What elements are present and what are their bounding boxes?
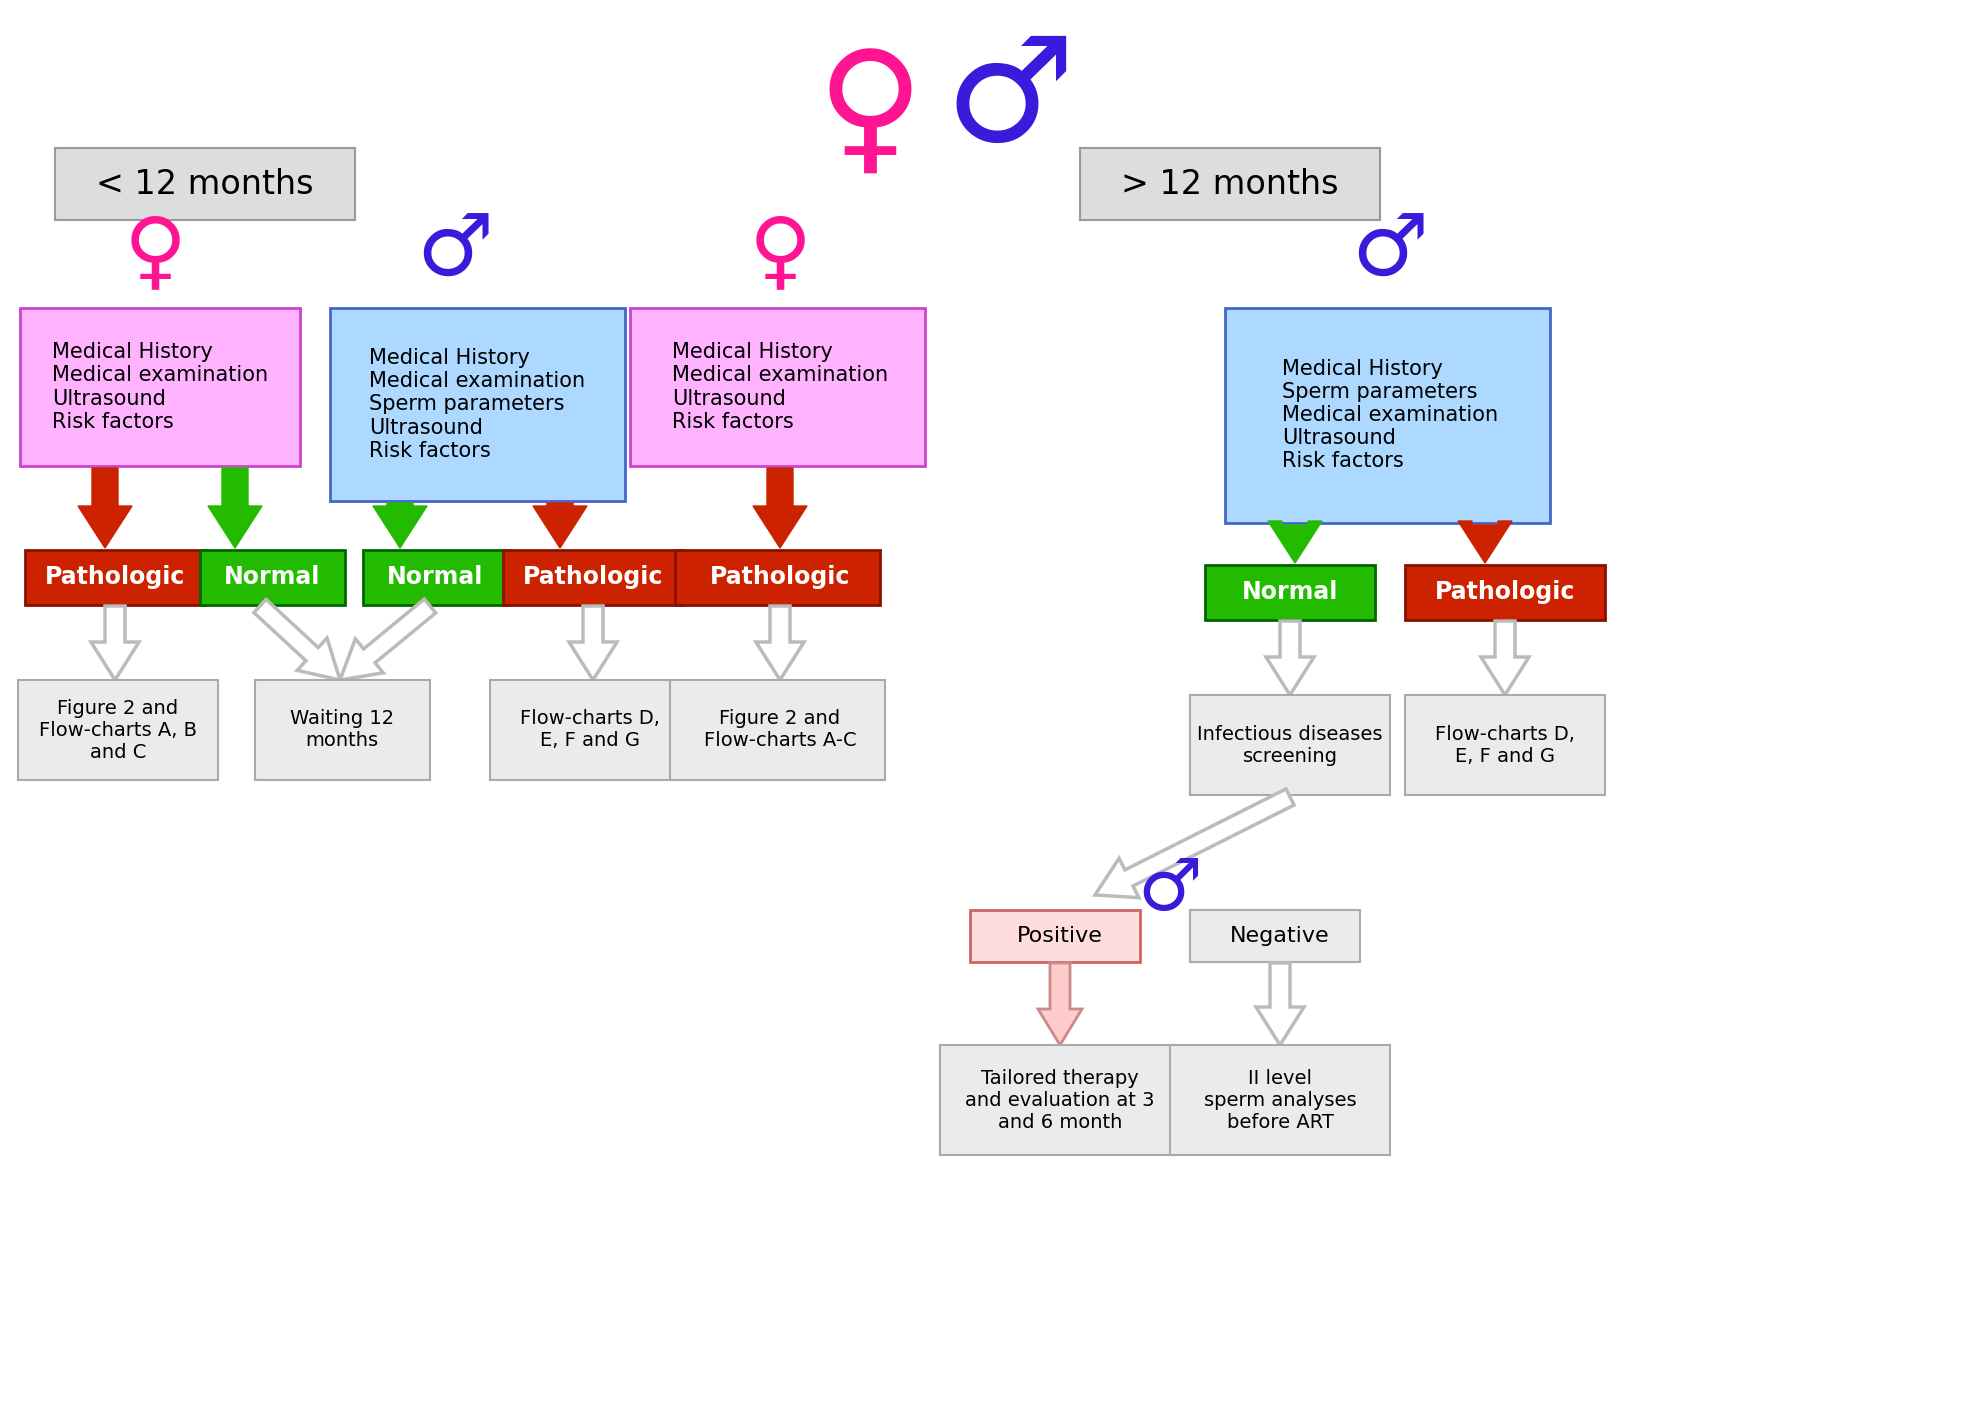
Bar xyxy=(940,1045,1175,1155)
Bar xyxy=(1190,911,1359,962)
Text: ♂: ♂ xyxy=(417,211,494,294)
Text: Normal: Normal xyxy=(1242,580,1337,604)
Text: ♂: ♂ xyxy=(944,30,1075,171)
Text: Waiting 12
months: Waiting 12 months xyxy=(290,710,395,751)
Text: Tailored therapy
and evaluation at 3
and 6 month: Tailored therapy and evaluation at 3 and… xyxy=(966,1069,1155,1131)
Bar xyxy=(1204,566,1375,619)
Text: Infectious diseases
screening: Infectious diseases screening xyxy=(1196,724,1383,765)
Text: II level
sperm analyses
before ART: II level sperm analyses before ART xyxy=(1204,1069,1357,1131)
Polygon shape xyxy=(1038,963,1081,1045)
Polygon shape xyxy=(1095,789,1294,898)
Text: Pathologic: Pathologic xyxy=(524,566,663,590)
Bar xyxy=(329,308,625,501)
Bar xyxy=(1079,148,1381,221)
Polygon shape xyxy=(1480,621,1530,696)
Text: Pathologic: Pathologic xyxy=(46,566,185,590)
Text: Medical History
Medical examination
Ultrasound
Risk factors: Medical History Medical examination Ultr… xyxy=(673,342,889,431)
Polygon shape xyxy=(339,600,436,680)
Polygon shape xyxy=(77,468,133,549)
Text: Pathologic: Pathologic xyxy=(710,566,851,590)
Bar xyxy=(26,550,204,605)
Bar xyxy=(1190,696,1391,795)
Text: < 12 months: < 12 months xyxy=(97,167,313,201)
Bar xyxy=(1224,308,1550,523)
Bar xyxy=(1405,566,1605,619)
Polygon shape xyxy=(569,607,617,680)
Bar xyxy=(671,680,885,781)
Bar xyxy=(256,680,431,781)
Bar xyxy=(675,550,881,605)
Text: ♀: ♀ xyxy=(748,214,811,297)
Bar xyxy=(970,911,1141,962)
Polygon shape xyxy=(208,468,262,549)
Polygon shape xyxy=(756,607,804,680)
Text: ♂: ♂ xyxy=(1351,211,1428,294)
Bar xyxy=(56,148,355,221)
Text: Negative: Negative xyxy=(1230,926,1329,946)
Polygon shape xyxy=(1256,963,1303,1045)
Text: Flow-charts D,
E, F and G: Flow-charts D, E, F and G xyxy=(520,710,661,751)
Text: ♀: ♀ xyxy=(817,44,923,185)
Bar xyxy=(200,550,345,605)
Bar xyxy=(504,550,682,605)
Bar xyxy=(20,308,300,467)
Polygon shape xyxy=(91,607,139,680)
Text: Positive: Positive xyxy=(1018,926,1103,946)
Text: Figure 2 and
Flow-charts A, B
and C: Figure 2 and Flow-charts A, B and C xyxy=(40,699,196,762)
Polygon shape xyxy=(373,503,427,549)
Bar xyxy=(490,680,690,781)
Text: Medical History
Sperm parameters
Medical examination
Ultrasound
Risk factors: Medical History Sperm parameters Medical… xyxy=(1282,359,1498,471)
Bar xyxy=(1171,1045,1391,1155)
Text: Normal: Normal xyxy=(224,566,319,590)
Polygon shape xyxy=(1458,520,1512,563)
Text: > 12 months: > 12 months xyxy=(1121,167,1339,201)
Text: Normal: Normal xyxy=(387,566,484,590)
Polygon shape xyxy=(1266,621,1313,696)
Bar xyxy=(1405,696,1605,795)
Text: ♂: ♂ xyxy=(1137,855,1202,925)
Polygon shape xyxy=(534,503,587,549)
Text: Medical History
Medical examination
Ultrasound
Risk factors: Medical History Medical examination Ultr… xyxy=(52,342,268,431)
Text: Pathologic: Pathologic xyxy=(1434,580,1575,604)
Text: Figure 2 and
Flow-charts A-C: Figure 2 and Flow-charts A-C xyxy=(704,710,857,751)
Polygon shape xyxy=(1268,520,1321,563)
Bar xyxy=(631,308,925,467)
Bar xyxy=(18,680,218,781)
Polygon shape xyxy=(254,600,339,680)
Text: Flow-charts D,
E, F and G: Flow-charts D, E, F and G xyxy=(1434,724,1575,765)
Text: ♀: ♀ xyxy=(123,214,186,297)
Bar xyxy=(363,550,508,605)
Polygon shape xyxy=(754,468,807,549)
Text: Medical History
Medical examination
Sperm parameters
Ultrasound
Risk factors: Medical History Medical examination Sper… xyxy=(369,348,585,461)
